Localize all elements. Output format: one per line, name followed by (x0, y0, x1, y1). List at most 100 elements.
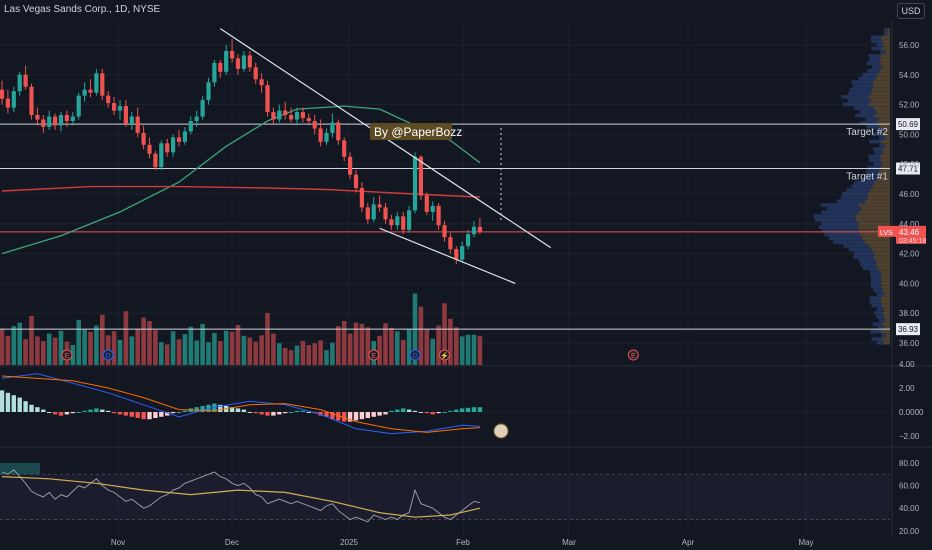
candle-body (254, 67, 258, 79)
level-label: Target #2 (846, 127, 888, 138)
macd-histogram-bar (466, 408, 470, 412)
candle-body (383, 207, 387, 219)
volume-bar (130, 336, 135, 365)
volume-bar (395, 331, 400, 365)
volume-bar (23, 339, 28, 365)
price-tick: 46.00 (899, 190, 920, 199)
rsi-tick: 40.00 (899, 504, 920, 513)
macd-histogram-bar (130, 412, 134, 417)
candle-body (448, 237, 452, 249)
symbol-label: LVS (880, 230, 893, 237)
volume-bar (47, 334, 52, 365)
volume-bar (200, 324, 205, 365)
candle-body (47, 117, 51, 127)
level-label: Target #1 (846, 172, 888, 183)
candle-body (313, 121, 317, 128)
macd-tick: −2.00 (899, 432, 920, 441)
volume-bar (88, 332, 93, 365)
macd-histogram-bar (236, 408, 240, 412)
macd-histogram-bar (389, 411, 393, 412)
macd-histogram-bar (106, 411, 110, 412)
macd-histogram-bar (35, 407, 39, 412)
candle-body (118, 106, 122, 110)
volume-bar (171, 331, 176, 365)
macd-histogram-bar (65, 412, 69, 414)
volume-bar (366, 327, 371, 365)
volume-bar (342, 321, 347, 365)
volume-bar (35, 336, 40, 365)
event-marker-label: D (412, 353, 417, 360)
time-tick: Apr (682, 538, 695, 547)
volume-bar (194, 340, 199, 365)
macd-histogram-bar (112, 412, 116, 413)
volume-bar (360, 324, 365, 365)
volume-bar (189, 327, 194, 365)
macd-histogram-bar (153, 412, 157, 418)
volume-bar (94, 326, 99, 365)
candle-body (24, 75, 28, 87)
watermark-label: By @PaperBozz (374, 125, 462, 139)
macd-cross-highlight (494, 424, 508, 438)
macd-histogram-bar (94, 408, 98, 412)
candle-body (171, 137, 175, 152)
time-tick: Dec (225, 538, 239, 547)
price-tick: 36.00 (899, 339, 920, 348)
time-tick: Nov (111, 538, 125, 547)
volume-bar (466, 335, 471, 365)
macd-histogram-bar (283, 412, 287, 413)
candle-body (301, 112, 305, 118)
macd-histogram-bar (18, 398, 22, 412)
candle-body (201, 100, 205, 116)
candle-body (77, 96, 81, 117)
volume-bar (407, 330, 412, 365)
last-price-countdown: 03:45:18 (899, 238, 926, 245)
volume-bar (253, 342, 258, 365)
macd-histogram-bar (401, 408, 405, 412)
candle-body (324, 133, 328, 142)
event-marker-label: E (65, 353, 70, 360)
last-price: 43.46 (899, 228, 920, 237)
currency-button[interactable]: USD (897, 3, 925, 19)
event-marker-label: E (631, 353, 636, 360)
candle-body (153, 154, 157, 167)
macd-histogram-bar (295, 411, 299, 412)
macd-histogram-bar (136, 412, 140, 418)
volume-bar (324, 350, 329, 365)
candle-body (401, 216, 405, 229)
candle-body (260, 79, 264, 85)
macd-histogram-bar (419, 412, 423, 413)
candle-body (71, 117, 75, 121)
macd-histogram-bar (242, 410, 246, 412)
macd-histogram-bar (124, 412, 128, 416)
volume-bar (224, 331, 229, 365)
candle-body (218, 63, 222, 72)
candle-body (372, 204, 376, 219)
volume-bar (135, 329, 140, 365)
candle-body (136, 117, 140, 133)
volume-bar (401, 340, 406, 365)
macd-histogram-bar (360, 412, 364, 419)
macd-histogram-bar (141, 412, 145, 419)
macd-histogram-bar (383, 412, 387, 414)
candle-body (236, 58, 240, 68)
candle-body (35, 115, 39, 119)
candle-body (177, 137, 181, 141)
candle-body (142, 133, 146, 145)
candle-body (248, 55, 252, 67)
volume-bar (29, 316, 34, 365)
macd-histogram-bar (82, 411, 86, 412)
volume-bar (265, 313, 270, 365)
macd-histogram-bar (425, 412, 429, 413)
volume-bar (165, 344, 170, 365)
candle-body (360, 188, 364, 207)
volume-bar (271, 334, 276, 365)
candle-body (183, 131, 187, 141)
candle-body (342, 140, 346, 156)
candle-body (389, 219, 393, 225)
price-tick: 48.00 (899, 160, 920, 169)
candle-body (425, 195, 429, 211)
event-marker-label: E (371, 353, 376, 360)
candle-body (472, 227, 476, 234)
candle-body (289, 115, 293, 119)
